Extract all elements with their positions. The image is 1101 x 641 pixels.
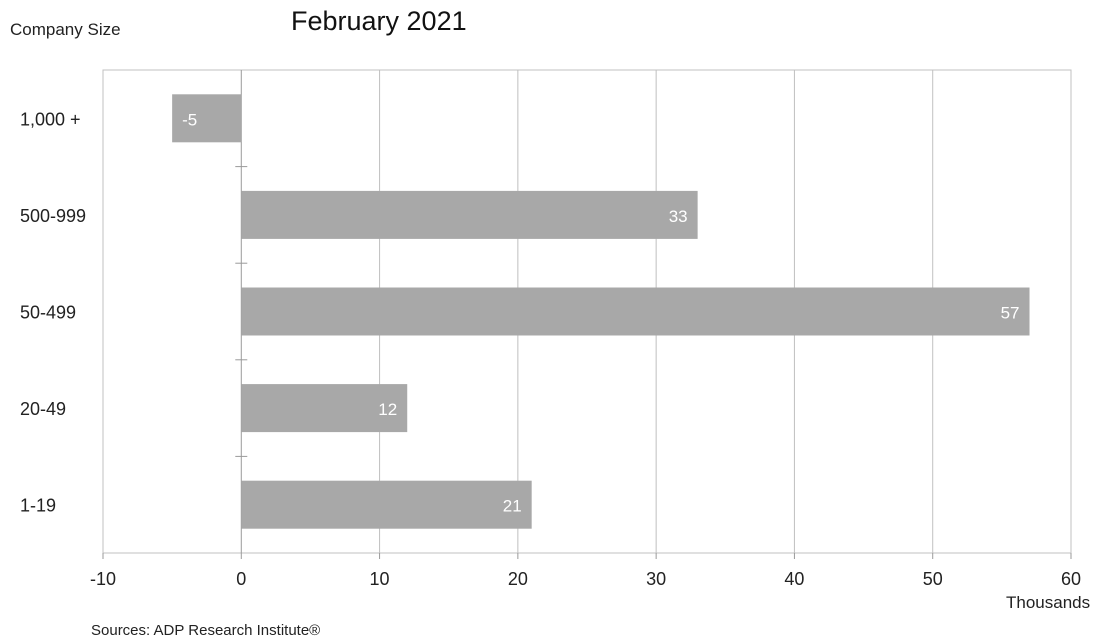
bar-data-label: -5 <box>182 110 197 129</box>
x-tick-label: 10 <box>370 569 390 589</box>
bar-data-label: 21 <box>503 497 522 516</box>
y-category-label: 1-19 <box>20 496 56 516</box>
y-category-label: 500-999 <box>20 206 86 226</box>
bar <box>172 94 242 143</box>
x-axis-unit-label: Thousands <box>1006 593 1091 612</box>
chart-title: February 2021 <box>291 6 467 36</box>
bar <box>241 287 1030 336</box>
bar <box>241 384 408 433</box>
y-category-label: 1,000 + <box>20 109 81 129</box>
x-tick-label: 50 <box>923 569 943 589</box>
x-tick-label: 60 <box>1061 569 1081 589</box>
x-tick-label: 30 <box>646 569 666 589</box>
source-note: Sources: ADP Research Institute® <box>91 622 321 639</box>
bar-data-label: 57 <box>1001 304 1020 323</box>
bar <box>241 480 532 529</box>
x-tick-label: 20 <box>508 569 528 589</box>
bar <box>241 190 698 239</box>
bar-data-label: 33 <box>669 207 688 226</box>
y-category-label: 20-49 <box>20 399 66 419</box>
x-tick-label: 0 <box>236 569 246 589</box>
y-category-label: 50-499 <box>20 303 76 323</box>
x-tick-label: -10 <box>90 569 116 589</box>
y-axis-title: Company Size <box>10 20 121 39</box>
x-tick-label: 40 <box>784 569 804 589</box>
bar-data-label: 12 <box>378 400 397 419</box>
